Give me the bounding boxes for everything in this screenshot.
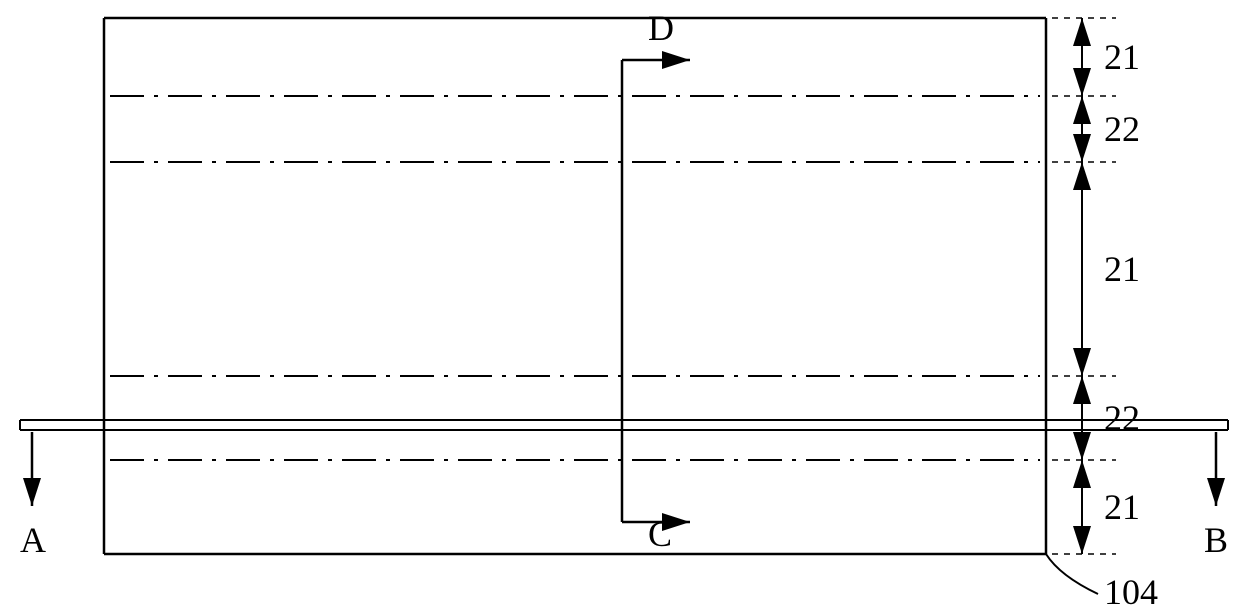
- svg-text:22: 22: [1104, 109, 1140, 149]
- svg-text:A: A: [20, 520, 46, 560]
- diagram-svg: 21 22 21 22 21 A B D C 104: [0, 0, 1240, 609]
- svg-text:21: 21: [1104, 37, 1140, 77]
- svg-text:22: 22: [1104, 398, 1140, 438]
- svg-text:21: 21: [1104, 487, 1140, 527]
- svg-text:C: C: [648, 514, 672, 554]
- svg-text:104: 104: [1104, 572, 1158, 609]
- svg-text:D: D: [648, 8, 674, 48]
- svg-text:B: B: [1204, 520, 1228, 560]
- svg-text:21: 21: [1104, 249, 1140, 289]
